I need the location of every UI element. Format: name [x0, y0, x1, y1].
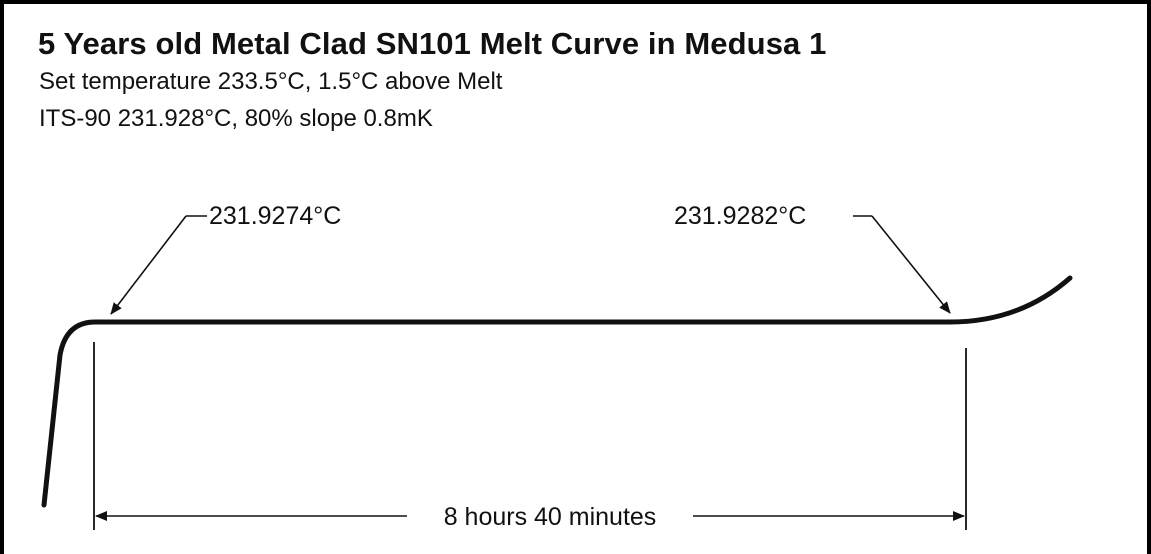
start-temp-label: 231.9274°C [209, 202, 341, 230]
end-temp-arrow [871, 215, 951, 314]
start-temp-arrow [110, 215, 187, 315]
duration-label: 8 hours 40 minutes [444, 503, 657, 531]
chart-subtitle-line-1: Set temperature 233.5°C, 1.5°C above Mel… [39, 68, 503, 95]
chart-title: 5 Years old Metal Clad SN101 Melt Curve … [38, 26, 827, 61]
end-temp-label: 231.9282°C [674, 202, 806, 230]
melt-curve-line [41, 275, 1073, 508]
chart-subtitle-line-2: ITS-90 231.928°C, 80% slope 0.8mK [39, 105, 433, 132]
